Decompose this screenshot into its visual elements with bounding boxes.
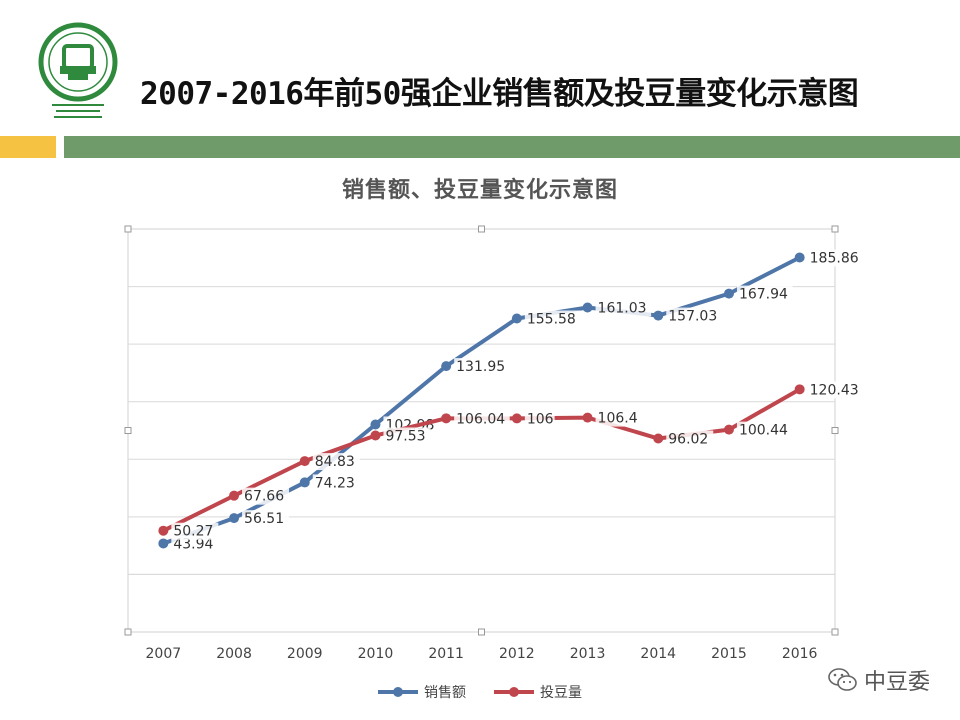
- data-label-bg: [807, 249, 864, 267]
- data-label-sales: 56.51: [244, 511, 284, 527]
- data-label-beans: 50.27: [173, 524, 213, 540]
- data-label-beans: 106.4: [598, 411, 638, 427]
- wechat-icon: [828, 668, 857, 691]
- selection-handle: [124, 628, 132, 636]
- data-label-beans: 67.66: [244, 489, 284, 505]
- legend-item-sales: 销售额: [378, 682, 466, 702]
- data-label-bg: [524, 410, 555, 428]
- data-label-sales: 155.58: [527, 312, 576, 328]
- accent-bar-yellow: [0, 136, 56, 158]
- x-tick-label: 2012: [499, 646, 535, 662]
- data-label-bg: [242, 510, 290, 528]
- data-label-bg: [454, 410, 510, 428]
- legend-label-sales: 销售额: [424, 685, 466, 701]
- data-point-sales: [370, 419, 381, 430]
- legend-item-beans: 投豆量: [494, 682, 582, 702]
- data-label-bg: [242, 487, 290, 505]
- data-label-beans: 96.02: [668, 432, 708, 448]
- accent-bar-green: [64, 136, 960, 158]
- data-point-beans: [582, 412, 593, 423]
- data-point-beans: [370, 430, 381, 441]
- data-point-sales: [653, 310, 664, 321]
- data-label-sales: 43.94: [173, 536, 213, 552]
- x-tick-label: 2013: [570, 646, 606, 662]
- watermark: 中豆委: [828, 664, 930, 696]
- data-label-beans: 106: [527, 411, 554, 427]
- legend-label-beans: 投豆量: [540, 685, 582, 701]
- selection-handle: [124, 225, 132, 233]
- selection-handle: [478, 225, 485, 233]
- selection-handle: [478, 628, 485, 636]
- x-tick-label: 2015: [711, 646, 747, 662]
- data-point-beans: [794, 384, 805, 395]
- x-tick-label: 2011: [428, 646, 464, 662]
- data-point-beans: [158, 525, 169, 536]
- data-label-bg: [736, 421, 793, 439]
- data-point-sales: [229, 513, 240, 524]
- data-point-sales: [511, 313, 522, 324]
- data-label-sales: 157.03: [668, 309, 717, 325]
- data-label-sales: 131.95: [456, 359, 505, 375]
- chart-legend: 销售额 投豆量: [0, 682, 960, 702]
- data-label-bg: [595, 299, 652, 317]
- data-point-sales: [723, 288, 734, 299]
- data-label-sales: 161.03: [598, 301, 647, 317]
- data-point-beans: [723, 424, 734, 435]
- data-label-bg: [383, 427, 431, 445]
- data-label-beans: 106.04: [456, 411, 505, 427]
- page-title: 2007-2016年前50强企业销售额及投豆量变化示意图: [140, 76, 859, 112]
- data-label-sales: 185.86: [810, 250, 859, 266]
- data-label-bg: [524, 310, 581, 328]
- legend-swatch-beans: [494, 687, 534, 697]
- data-label-bg: [736, 285, 793, 303]
- data-point-sales: [582, 302, 593, 313]
- watermark-label: 中豆委: [863, 670, 930, 695]
- data-label-bg: [595, 409, 643, 427]
- data-label-bg: [454, 358, 510, 376]
- legend-swatch-sales: [378, 687, 418, 697]
- data-label-bg: [171, 535, 219, 553]
- data-label-beans: 120.43: [810, 382, 859, 398]
- x-tick-label: 2010: [358, 646, 394, 662]
- data-label-beans: 84.83: [315, 454, 355, 470]
- data-label-bg: [666, 307, 722, 325]
- chart-title: 销售额、投豆量变化示意图: [341, 178, 618, 203]
- data-label-sales: 167.94: [739, 287, 788, 303]
- data-point-beans: [511, 413, 522, 424]
- data-label-beans: 100.44: [739, 423, 788, 439]
- data-label-bg: [171, 522, 219, 540]
- data-point-beans: [441, 413, 452, 424]
- data-point-beans: [653, 433, 664, 444]
- selection-handle: [831, 628, 839, 636]
- data-point-sales: [299, 477, 310, 488]
- data-point-sales: [441, 361, 452, 372]
- data-point-beans: [229, 490, 240, 501]
- selection-handle: [831, 427, 839, 434]
- data-point-sales: [794, 252, 805, 263]
- x-tick-label: 2007: [146, 646, 182, 662]
- x-tick-label: 2009: [287, 646, 323, 662]
- data-point-sales: [158, 538, 169, 549]
- data-label-sales: 74.23: [315, 475, 355, 491]
- data-label-bg: [807, 381, 864, 399]
- x-tick-label: 2014: [640, 646, 676, 662]
- data-label-bg: [666, 430, 714, 448]
- data-label-bg: [312, 474, 360, 492]
- selection-handle: [831, 225, 839, 233]
- data-point-beans: [299, 456, 310, 467]
- selection-handle: [124, 427, 132, 434]
- cfia-logo-icon: [38, 22, 118, 118]
- x-tick-label: 2016: [782, 646, 818, 662]
- data-label-bg: [312, 453, 360, 471]
- x-tick-label: 2008: [216, 646, 252, 662]
- data-label-beans: 97.53: [385, 428, 425, 444]
